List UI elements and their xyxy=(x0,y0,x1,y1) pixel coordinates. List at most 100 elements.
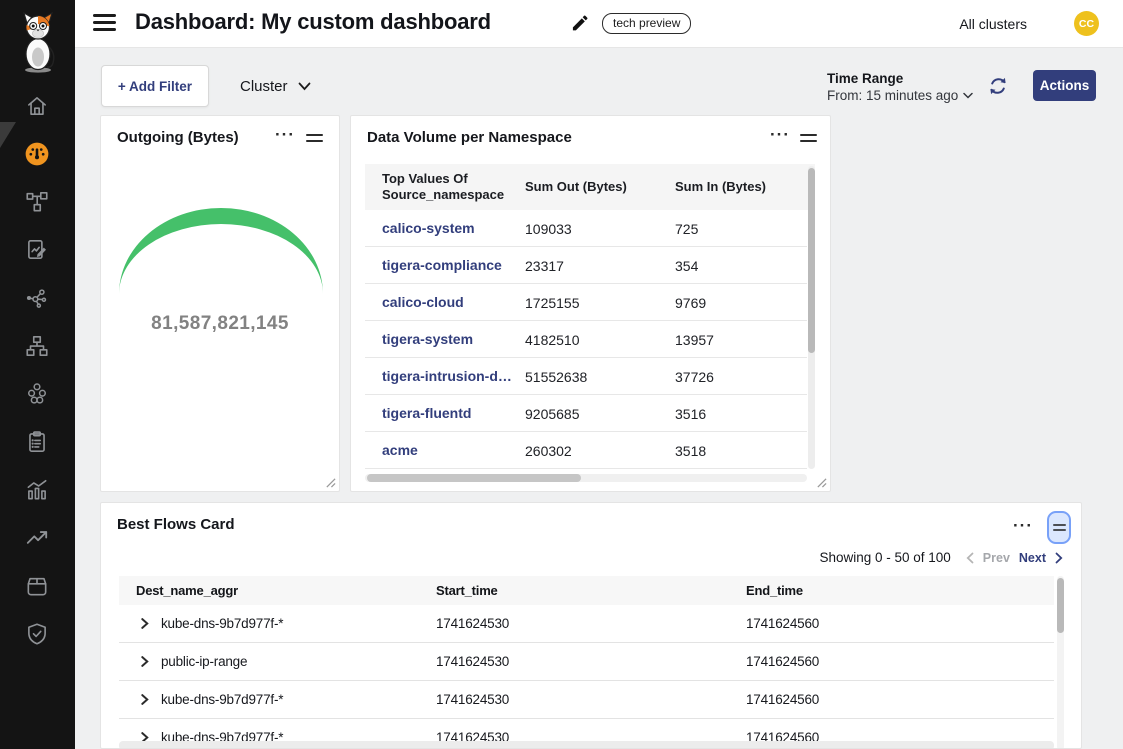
namespace-link[interactable]: tigera-fluentd xyxy=(382,405,471,421)
prev-button[interactable]: Prev xyxy=(983,551,1010,565)
card-menu-icon[interactable]: ··· xyxy=(1013,517,1033,535)
table-row: kube-dns-9b7d977f-* 1741624530 174162456… xyxy=(119,681,1054,719)
card-title: Data Volume per Namespace xyxy=(367,129,572,146)
namespace-link[interactable]: tigera-system xyxy=(382,331,473,347)
sidebar-item-clusters[interactable] xyxy=(24,381,50,407)
dest-name: public-ip-range xyxy=(161,654,247,669)
cluster-dropdown-label: Cluster xyxy=(240,78,288,95)
column-header-sum-in[interactable]: Sum In (Bytes) xyxy=(675,179,766,194)
sum-out-value: 109033 xyxy=(525,221,572,237)
time-range-label: Time Range xyxy=(827,71,973,86)
card-menu-icon[interactable]: ··· xyxy=(275,126,295,144)
sum-in-value: 725 xyxy=(675,221,698,237)
home-icon xyxy=(24,93,50,119)
card-title: Outgoing (Bytes) xyxy=(117,129,239,146)
start-time: 1741624530 xyxy=(436,616,509,631)
horizontal-scrollbar-thumb[interactable] xyxy=(367,474,581,482)
expand-row-icon[interactable] xyxy=(139,694,150,705)
sidebar-item-service-graph[interactable] xyxy=(24,189,50,215)
resize-handle-icon[interactable] xyxy=(325,477,336,488)
dashboard-gauge-icon xyxy=(24,141,50,167)
sidebar-item-compliance[interactable] xyxy=(24,429,50,455)
card-drag-handle-focused[interactable] xyxy=(1047,511,1071,544)
card-drag-handle-icon[interactable] xyxy=(800,134,817,145)
expand-row-icon[interactable] xyxy=(139,618,150,629)
table-row: calico-system 109033 725 xyxy=(365,210,807,247)
sum-in-value: 37726 xyxy=(675,369,714,385)
sum-out-value: 9205685 xyxy=(525,406,580,422)
sidebar-item-connections[interactable] xyxy=(24,285,50,311)
shield-check-icon xyxy=(24,621,50,647)
table-row: tigera-compliance 23317 354 xyxy=(365,247,807,284)
table-row: calico-cloud 1725155 9769 xyxy=(365,284,807,321)
table-row: tigera-fluentd 9205685 3516 xyxy=(365,395,807,432)
refresh-icon xyxy=(987,75,1009,97)
column-header-namespace[interactable]: Top Values Of Source_namespace xyxy=(382,171,516,203)
start-time: 1741624530 xyxy=(436,654,509,669)
edit-dashboard-icon[interactable] xyxy=(570,13,590,33)
sidebar-item-logs[interactable] xyxy=(24,237,50,263)
sidebar-item-security[interactable] xyxy=(24,621,50,647)
vertical-scrollbar-thumb[interactable] xyxy=(808,168,815,353)
org-tree-icon xyxy=(24,333,50,359)
namespace-link[interactable]: calico-cloud xyxy=(382,294,464,310)
table-row: public-ip-range 1741624530 1741624560 xyxy=(119,643,1054,681)
horizontal-scrollbar-track[interactable] xyxy=(119,741,1054,749)
time-range: Time Range From: 15 minutes ago xyxy=(827,71,973,103)
table-row: tigera-intrusion-d… 51552638 37726 xyxy=(365,358,807,395)
time-range-value[interactable]: From: 15 minutes ago xyxy=(827,88,973,103)
vertical-scrollbar-thumb[interactable] xyxy=(1057,578,1064,633)
column-header-dest[interactable]: Dest_name_aggr xyxy=(136,583,238,598)
column-header-sum-out[interactable]: Sum Out (Bytes) xyxy=(525,179,627,194)
table-header-row: Top Values Of Source_namespace Sum Out (… xyxy=(365,164,815,210)
sidebar-item-workloads[interactable] xyxy=(24,573,50,599)
refresh-button[interactable] xyxy=(987,75,1009,97)
box-icon xyxy=(24,573,50,599)
namespace-link[interactable]: tigera-intrusion-d… xyxy=(382,368,512,384)
card-menu-icon[interactable]: ··· xyxy=(770,126,790,144)
gauge-value: 81,587,821,145 xyxy=(101,313,339,335)
column-header-end[interactable]: End_time xyxy=(746,583,803,598)
bar-chart-trend-icon xyxy=(24,477,50,503)
chevron-down-icon xyxy=(963,92,973,99)
circle-cluster-icon xyxy=(24,381,50,407)
sum-out-value: 1725155 xyxy=(525,295,580,311)
sidebar-item-trends[interactable] xyxy=(24,525,50,551)
dest-name: kube-dns-9b7d977f-* xyxy=(161,616,283,631)
menu-hamburger-icon[interactable] xyxy=(93,14,116,34)
next-button[interactable]: Next xyxy=(1019,551,1046,565)
table-row: kube-dns-9b7d977f-* 1741624530 174162456… xyxy=(119,605,1054,643)
sidebar-item-home[interactable] xyxy=(24,93,50,119)
resize-handle-icon[interactable] xyxy=(816,477,827,488)
namespace-link[interactable]: calico-system xyxy=(382,220,475,236)
sum-out-value: 23317 xyxy=(525,258,564,274)
cluster-dropdown[interactable]: Cluster xyxy=(240,75,311,97)
sidebar-item-analytics[interactable] xyxy=(24,477,50,503)
column-header-start[interactable]: Start_time xyxy=(436,583,498,598)
card-drag-handle-icon[interactable] xyxy=(306,134,323,145)
sidebar-item-dashboard-active[interactable] xyxy=(24,141,50,167)
actions-button[interactable]: Actions xyxy=(1033,70,1096,101)
sum-out-value: 4182510 xyxy=(525,332,580,348)
all-clusters-selector[interactable]: All clusters xyxy=(959,16,1027,32)
report-edit-icon xyxy=(24,237,50,263)
start-time: 1741624530 xyxy=(436,692,509,707)
namespace-link[interactable]: acme xyxy=(382,442,418,458)
sum-in-value: 354 xyxy=(675,258,698,274)
dest-name: kube-dns-9b7d977f-* xyxy=(161,692,283,707)
table-header-row: Dest_name_aggr Start_time End_time xyxy=(119,576,1054,605)
table-row: tigera-system 4182510 13957 xyxy=(365,321,807,358)
card-title: Best Flows Card xyxy=(117,516,235,533)
add-filter-button[interactable]: + Add Filter xyxy=(101,65,209,107)
trend-arrow-icon xyxy=(24,525,50,551)
sidebar-item-network-topology[interactable] xyxy=(24,333,50,359)
molecule-icon xyxy=(24,285,50,311)
expand-row-icon[interactable] xyxy=(139,656,150,667)
end-time: 1741624560 xyxy=(746,616,819,631)
table-row: acme 260302 3518 xyxy=(365,432,807,469)
chevron-right-icon[interactable] xyxy=(1055,552,1063,564)
clipboard-icon xyxy=(24,429,50,455)
chevron-left-icon[interactable] xyxy=(966,552,974,564)
avatar[interactable]: CC xyxy=(1074,11,1099,36)
namespace-link[interactable]: tigera-compliance xyxy=(382,257,502,273)
